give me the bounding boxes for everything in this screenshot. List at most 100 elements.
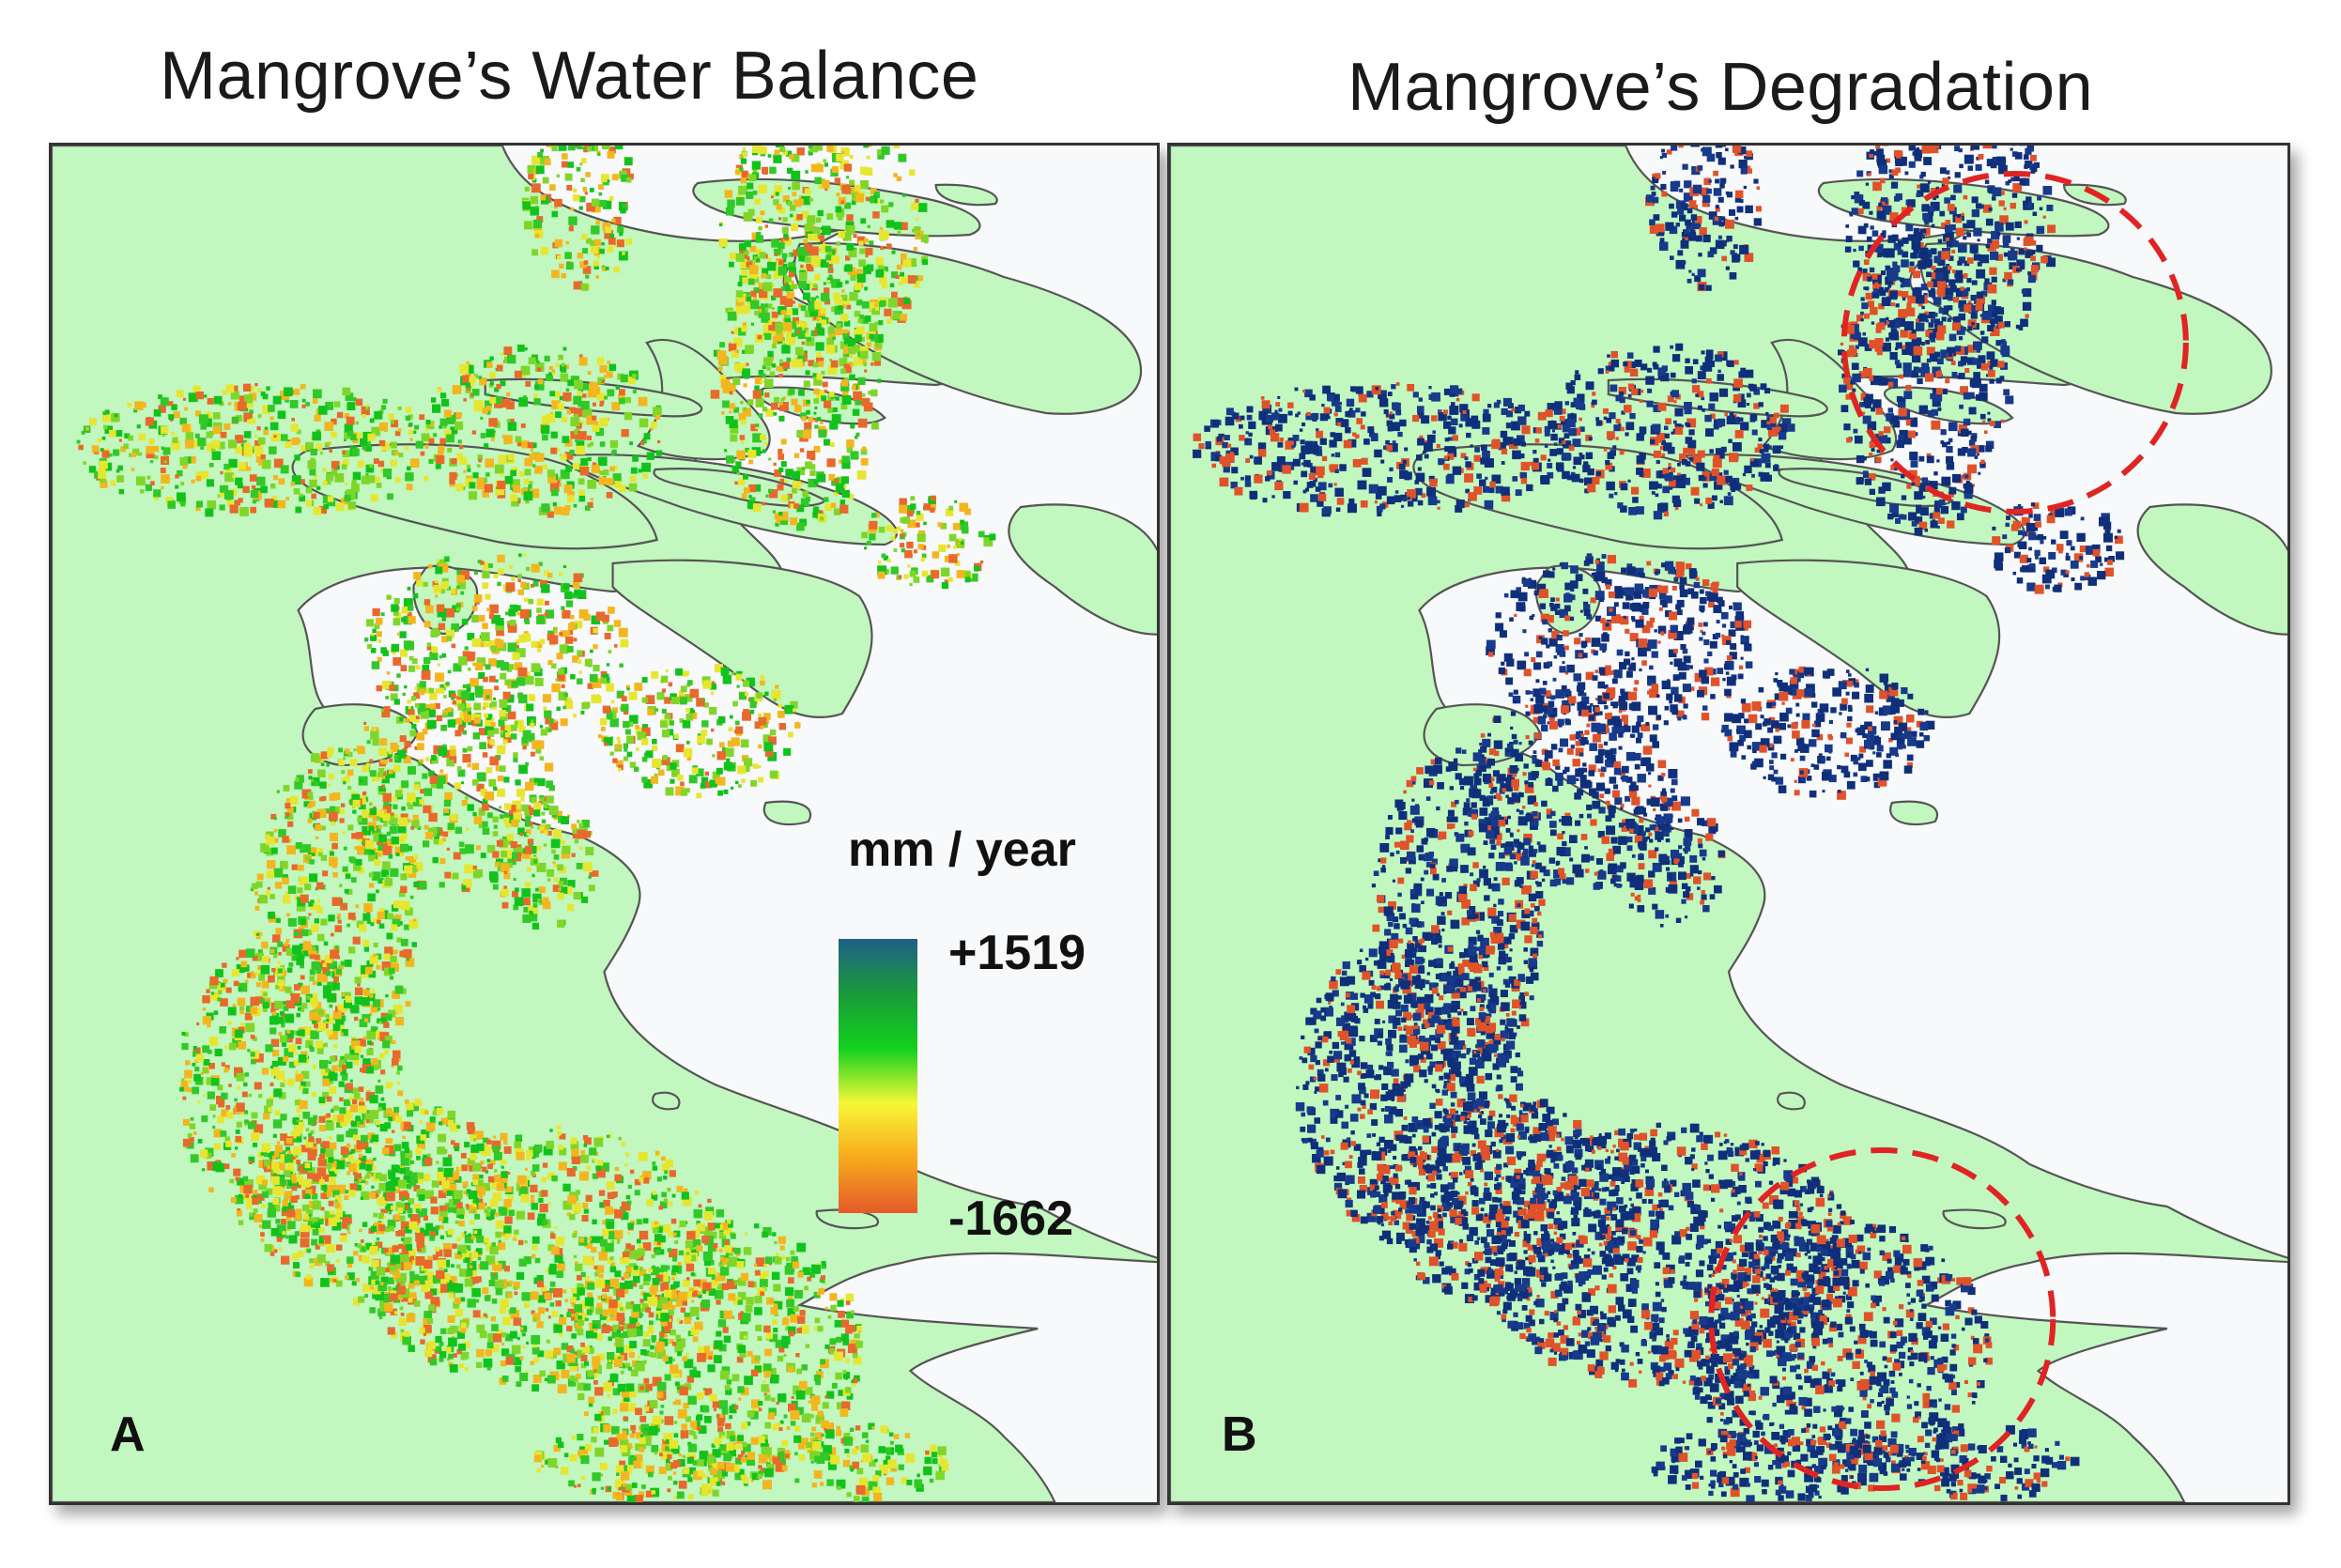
- raster-pixel: [562, 583, 570, 590]
- raster-pixel: [601, 242, 605, 246]
- raster-pixel: [282, 1200, 289, 1207]
- raster-pixel: [809, 454, 816, 461]
- raster-pixel: [433, 745, 442, 755]
- raster-pixel: [807, 336, 812, 342]
- raster-pixel: [371, 1026, 377, 1032]
- raster-pixel: [120, 446, 127, 453]
- raster-pixel: [413, 862, 424, 871]
- raster-pixel: [471, 1287, 481, 1298]
- raster-pixel: [635, 724, 639, 730]
- raster-pixel: [608, 1336, 612, 1342]
- raster-pixel: [124, 433, 130, 438]
- raster-pixel: [449, 756, 457, 763]
- raster-pixel: [854, 357, 863, 366]
- raster-pixel: [380, 469, 385, 473]
- raster-pixel: [153, 489, 162, 498]
- raster-pixel: [429, 423, 434, 427]
- raster-pixel: [483, 1137, 488, 1144]
- raster-pixel: [456, 1237, 462, 1242]
- raster-pixel: [576, 445, 585, 455]
- raster-pixel: [438, 623, 446, 630]
- raster-pixel: [593, 387, 601, 394]
- raster-pixel: [793, 708, 796, 713]
- raster-pixel: [511, 680, 518, 688]
- raster-pixel: [342, 459, 349, 467]
- raster-pixel: [360, 1068, 364, 1072]
- raster-pixel: [562, 1200, 573, 1210]
- raster-pixel: [746, 256, 750, 260]
- raster-pixel: [779, 402, 789, 411]
- raster-pixel: [184, 1032, 189, 1037]
- raster-pixel: [540, 579, 547, 588]
- raster-pixel: [750, 290, 757, 298]
- raster-pixel: [362, 1036, 366, 1040]
- raster-pixel: [545, 600, 549, 606]
- raster-pixel: [740, 158, 747, 164]
- raster-pixel: [400, 938, 408, 946]
- raster-pixel: [329, 1210, 335, 1216]
- raster-pixel: [430, 1231, 437, 1237]
- raster-pixel: [788, 282, 792, 285]
- raster-pixel: [600, 726, 606, 731]
- raster-pixel: [813, 411, 817, 415]
- raster-pixel: [550, 431, 558, 438]
- raster-pixel: [445, 1230, 449, 1235]
- raster-pixel: [734, 362, 743, 372]
- raster-pixel: [423, 1174, 431, 1182]
- raster-pixel: [484, 484, 493, 493]
- raster-pixel: [351, 448, 360, 456]
- raster-pixel: [599, 417, 608, 427]
- raster-pixel: [480, 853, 486, 858]
- raster-pixel: [444, 871, 452, 879]
- raster-pixel: [805, 332, 809, 337]
- raster-pixel: [461, 1232, 467, 1237]
- raster-pixel: [219, 492, 224, 498]
- raster-pixel: [384, 946, 393, 956]
- raster-pixel: [509, 607, 514, 611]
- raster-pixel: [341, 770, 346, 775]
- raster-pixel: [372, 953, 377, 958]
- raster-pixel: [402, 1135, 406, 1140]
- raster-pixel: [817, 209, 824, 217]
- raster-pixel: [524, 186, 530, 192]
- raster-pixel: [319, 1153, 326, 1160]
- raster-pixel: [790, 517, 798, 526]
- raster-pixel: [786, 357, 792, 362]
- raster-pixel: [540, 729, 547, 736]
- raster-pixel: [329, 1142, 337, 1150]
- raster-pixel: [493, 1151, 502, 1161]
- raster-pixel: [882, 282, 888, 289]
- raster-pixel: [229, 504, 239, 514]
- raster-pixel: [486, 607, 490, 612]
- raster-pixel: [312, 1019, 317, 1024]
- raster-pixel: [716, 776, 726, 786]
- raster-pixel: [419, 1120, 423, 1124]
- raster-pixel: [875, 256, 884, 266]
- raster-pixel: [783, 233, 789, 238]
- raster-pixel: [537, 152, 543, 158]
- raster-pixel: [442, 1185, 452, 1193]
- raster-pixel: [160, 397, 169, 407]
- raster-pixel: [368, 812, 374, 818]
- raster-pixel: [590, 649, 593, 653]
- raster-pixel: [200, 1071, 204, 1075]
- raster-pixel: [856, 273, 866, 283]
- raster-pixel: [202, 1068, 208, 1074]
- raster-pixel: [828, 263, 833, 268]
- raster-pixel: [655, 450, 663, 456]
- raster-pixel: [227, 1021, 232, 1025]
- raster-pixel: [752, 390, 762, 399]
- raster-pixel: [282, 1231, 286, 1235]
- raster-pixel: [196, 1022, 200, 1026]
- raster-pixel: [281, 1255, 290, 1265]
- raster-pixel: [463, 398, 467, 402]
- raster-pixel: [355, 858, 362, 866]
- raster-pixel: [819, 516, 824, 521]
- raster-pixel: [599, 441, 606, 447]
- raster-pixel: [261, 1143, 271, 1153]
- raster-pixel: [294, 454, 300, 461]
- raster-pixel: [816, 390, 824, 399]
- raster-pixel: [418, 1275, 428, 1285]
- raster-pixel: [353, 748, 357, 752]
- raster-pixel: [280, 1133, 287, 1141]
